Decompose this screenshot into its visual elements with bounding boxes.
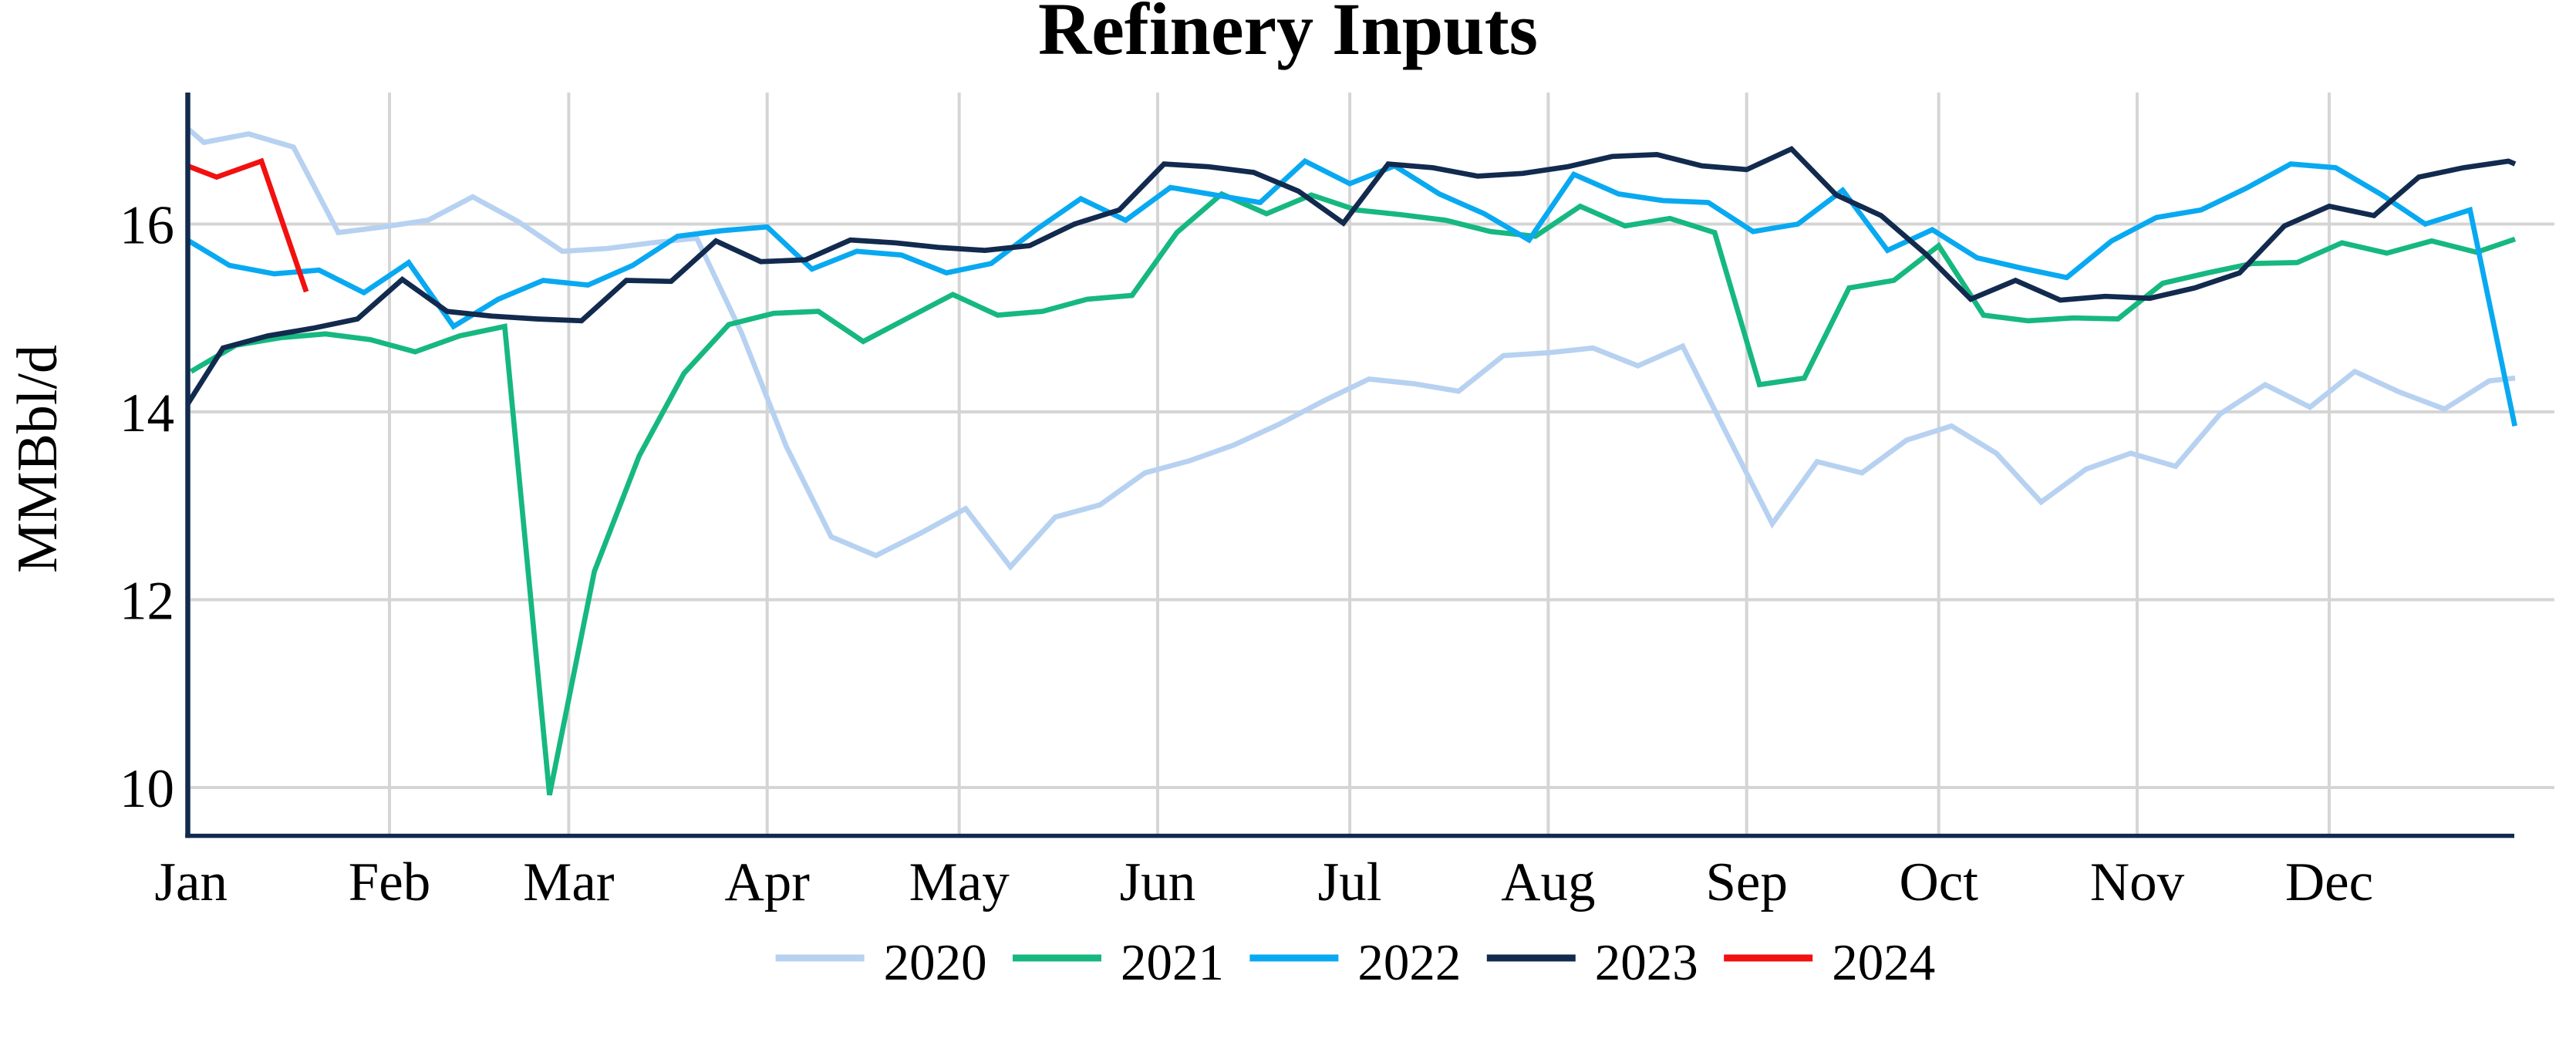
svg-text:2024: 2024 <box>1832 934 1935 991</box>
svg-text:Feb: Feb <box>349 852 431 912</box>
svg-text:Aug: Aug <box>1501 852 1595 912</box>
svg-text:2020: 2020 <box>884 934 987 991</box>
svg-text:Apr: Apr <box>724 852 810 912</box>
svg-text:MMBbl/d: MMBbl/d <box>6 345 69 573</box>
svg-text:Mar: Mar <box>523 852 615 912</box>
svg-text:Jul: Jul <box>1318 852 1382 912</box>
svg-text:10: 10 <box>120 759 174 819</box>
svg-text:16: 16 <box>120 196 174 256</box>
svg-text:Jan: Jan <box>154 852 228 912</box>
svg-text:2021: 2021 <box>1121 934 1224 991</box>
svg-text:2022: 2022 <box>1357 934 1461 991</box>
svg-text:Jun: Jun <box>1120 852 1196 912</box>
svg-text:Dec: Dec <box>2285 852 2373 912</box>
svg-text:Nov: Nov <box>2090 852 2185 912</box>
svg-text:12: 12 <box>120 572 174 632</box>
svg-text:14: 14 <box>120 383 174 444</box>
svg-text:Sep: Sep <box>1705 852 1788 912</box>
svg-text:2023: 2023 <box>1595 934 1698 991</box>
svg-text:Oct: Oct <box>1899 852 1978 912</box>
svg-text:Refinery Inputs: Refinery Inputs <box>1038 0 1538 70</box>
svg-text:May: May <box>909 852 1010 912</box>
